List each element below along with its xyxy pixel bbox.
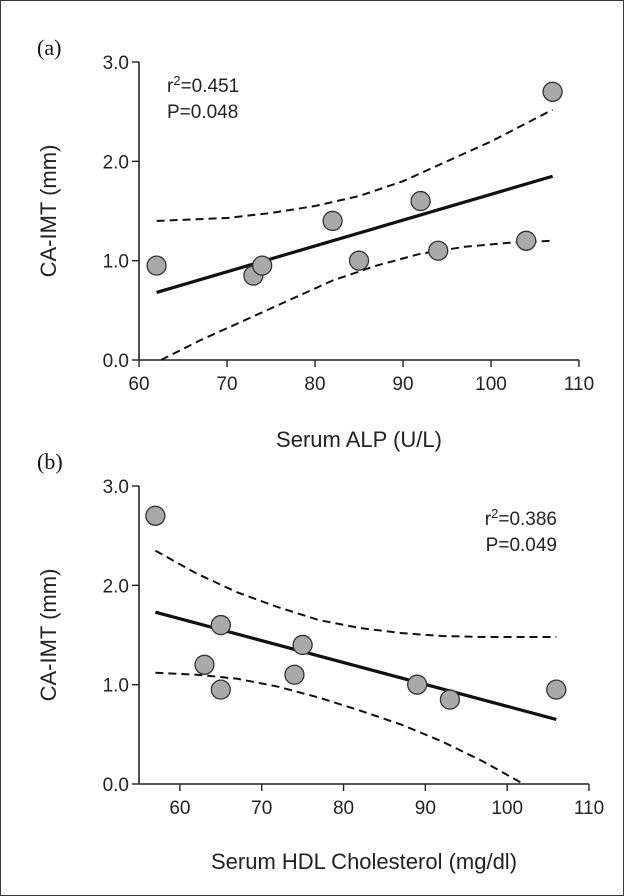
panel-b: (b) 60 70 80 90 100 110 0.0 1.0 2.0 3.0 Serum HDL C… xyxy=(36,449,604,874)
data-point xyxy=(210,614,231,636)
ci-lower-curve xyxy=(155,671,524,785)
x-tick-label: 70 xyxy=(251,798,272,819)
x-tick-label: 70 xyxy=(216,374,237,395)
data-point xyxy=(407,674,428,695)
data-point xyxy=(322,210,343,232)
x-tick-label: 90 xyxy=(392,374,413,395)
data-point xyxy=(252,255,273,276)
p-value-label: P=0.049 xyxy=(486,535,557,556)
data-point xyxy=(292,634,313,656)
x-tick-label: 80 xyxy=(333,798,354,819)
x-tick-label: 100 xyxy=(491,798,523,819)
regression-line xyxy=(156,174,554,294)
ci-lower-curve xyxy=(160,239,553,361)
y-tick-label: 3.0 xyxy=(103,477,129,498)
x-tick-label: 60 xyxy=(128,374,149,395)
data-point xyxy=(546,679,567,700)
data-point xyxy=(146,255,167,276)
x-tick-label: 100 xyxy=(475,374,507,395)
y-axis-title: CA-IMT (mm) xyxy=(36,145,61,278)
y-tick-label: 2.0 xyxy=(103,576,129,597)
y-tick-label: 2.0 xyxy=(103,152,129,173)
panel-a: (a) 60 70 80 90 100 110 0.0 1.0 2.0 3.0 Serum ALP (… xyxy=(36,35,594,452)
y-tick-label: 1.0 xyxy=(103,252,129,273)
data-point xyxy=(428,240,449,261)
data-point xyxy=(194,654,215,675)
panel-label: (b) xyxy=(37,449,63,474)
data-point xyxy=(516,230,537,251)
x-axis-title: Serum HDL Cholesterol (mg/dl) xyxy=(211,849,517,874)
x-tick-label: 80 xyxy=(304,374,325,395)
data-point xyxy=(542,81,563,102)
x-tick-label: 110 xyxy=(564,374,594,395)
y-tick-label: 0.0 xyxy=(103,351,129,372)
data-point xyxy=(284,664,305,685)
panel-label: (a) xyxy=(37,35,61,60)
p-value-label: P=0.048 xyxy=(167,102,238,123)
ci-upper-curve xyxy=(156,108,554,222)
x-axis-title: Serum ALP (U/L) xyxy=(276,427,442,452)
x-tick-label: 90 xyxy=(415,798,436,819)
y-axis-title: CA-IMT (mm) xyxy=(36,569,61,702)
r-squared-label: r2=0.451 xyxy=(167,73,239,97)
x-tick-label: 60 xyxy=(169,798,190,819)
data-point xyxy=(210,679,231,700)
x-tick-label: 110 xyxy=(574,798,604,819)
data-point xyxy=(410,190,431,212)
r-squared-label: r2=0.386 xyxy=(485,506,557,530)
data-point xyxy=(145,505,166,526)
y-tick-label: 0.0 xyxy=(103,775,129,796)
data-point xyxy=(439,689,461,710)
data-point xyxy=(348,250,370,271)
ci-upper-curve xyxy=(154,549,557,638)
y-tick-label: 1.0 xyxy=(103,676,129,697)
y-tick-label: 3.0 xyxy=(103,53,129,74)
